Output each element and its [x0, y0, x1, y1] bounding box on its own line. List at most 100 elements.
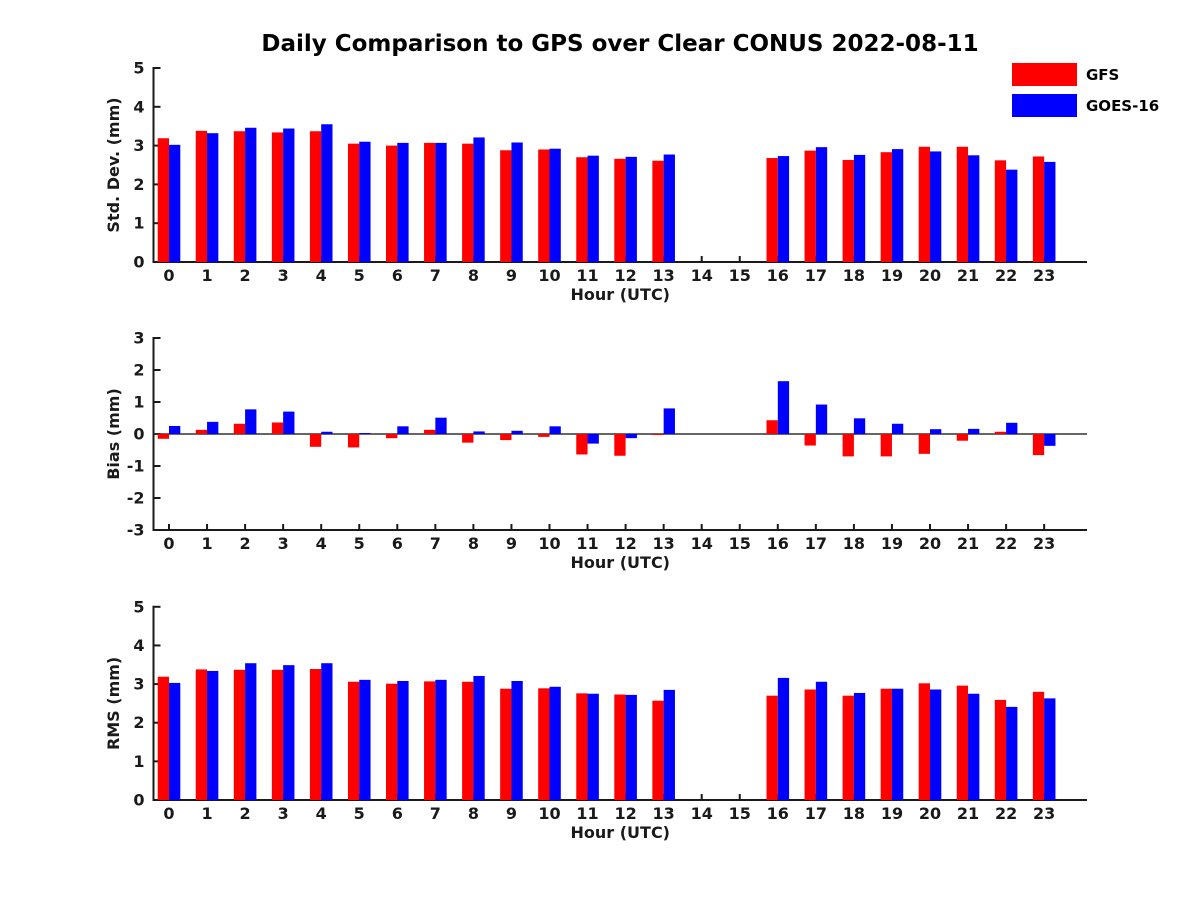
gfs-bar [233, 423, 246, 434]
gfs-bar [576, 434, 588, 455]
goes16-bar [777, 156, 790, 262]
x-tick-label: 22 [995, 534, 1017, 553]
y-tick-label: 2 [133, 713, 144, 732]
gfs-bar [424, 681, 436, 800]
x-tick-label: 2 [240, 266, 251, 285]
goes16-bar [283, 411, 295, 434]
gfs-bar [994, 699, 1007, 800]
x-tick-label: 18 [843, 534, 865, 553]
gfs-bar [157, 434, 169, 439]
legend-item-goes16: GOES-16 [1012, 94, 1197, 117]
x-tick-label: 19 [881, 534, 903, 553]
gfs-bar [157, 138, 169, 262]
x-tick-label: 17 [805, 804, 827, 823]
goes16-bar [777, 381, 790, 434]
gfs-bar [195, 130, 208, 262]
goes16-bar [777, 677, 790, 800]
legend: GFS GOES-16 [1012, 63, 1197, 125]
x-tick-label: 2 [240, 804, 251, 823]
gfs-bar [271, 422, 284, 434]
goes16-bar [321, 663, 333, 800]
x-axis-label: Hour (UTC) [570, 553, 670, 572]
gfs-bar [157, 676, 169, 800]
y-axis-label: RMS (mm) [104, 657, 123, 750]
x-tick-label: 3 [278, 266, 289, 285]
gfs-bar [424, 429, 436, 434]
goes16-bar [815, 147, 828, 262]
goes16-bar [815, 404, 828, 434]
goes16-bar [549, 426, 561, 434]
goes16-bar [245, 409, 257, 434]
x-tick-label: 1 [201, 534, 212, 553]
goes16-bar [968, 693, 980, 800]
gfs-bar [652, 160, 664, 262]
x-tick-label: 6 [392, 804, 403, 823]
goes16-bar [1044, 698, 1056, 800]
goes16-bar [625, 434, 637, 439]
goes16-bar [397, 142, 409, 262]
legend-label-goes16: GOES-16 [1086, 96, 1160, 115]
y-axis-label: Std. Dev. (mm) [104, 97, 123, 232]
x-tick-label: 10 [538, 804, 560, 823]
goes16-bar [207, 133, 219, 262]
goes16-bar [663, 154, 675, 262]
goes16-bar [359, 141, 371, 262]
goes16-bar [587, 155, 599, 262]
y-tick-label: 4 [133, 636, 144, 655]
gfs-bar [386, 145, 398, 262]
x-tick-label: 14 [691, 534, 713, 553]
y-tick-label: 5 [133, 597, 144, 616]
goes16-bar [283, 665, 295, 800]
x-tick-label: 20 [919, 804, 941, 823]
x-tick-label: 12 [614, 266, 636, 285]
goes16-bar [359, 679, 371, 800]
x-tick-label: 13 [653, 804, 675, 823]
x-tick-label: 3 [278, 804, 289, 823]
goes16-bar [321, 124, 333, 262]
y-axis-label: Bias (mm) [104, 388, 123, 480]
goes16-bar [245, 127, 257, 262]
gfs-bar [576, 157, 588, 262]
gfs-bar [614, 158, 626, 262]
gfs-bar [233, 131, 246, 262]
x-tick-label: 11 [576, 266, 598, 285]
x-tick-label: 10 [538, 266, 560, 285]
x-tick-label: 4 [316, 804, 327, 823]
goes16-bar [663, 689, 675, 800]
x-tick-label: 18 [843, 804, 865, 823]
goes16-bar [625, 156, 637, 262]
gfs-bar [309, 434, 322, 447]
gfs-bar [918, 683, 930, 800]
x-tick-label: 13 [653, 534, 675, 553]
x-tick-label: 0 [163, 534, 174, 553]
x-tick-label: 23 [1033, 534, 1055, 553]
y-tick-label: 3 [133, 675, 144, 694]
gfs-bar [347, 434, 360, 448]
x-tick-label: 8 [468, 266, 479, 285]
goes16-bar [511, 142, 523, 262]
x-tick-label: 17 [805, 266, 827, 285]
goes16-bar [968, 155, 980, 262]
goes16-color-swatch [1012, 94, 1077, 117]
x-tick-label: 17 [805, 534, 827, 553]
gfs-bar [956, 146, 969, 262]
gfs-bar [386, 683, 398, 800]
gfs-bar [576, 693, 588, 800]
gfs-bar [766, 158, 778, 262]
gfs-bar [538, 149, 550, 262]
legend-label-gfs: GFS [1086, 65, 1120, 84]
goes16-bar [169, 426, 181, 434]
x-tick-label: 21 [957, 266, 979, 285]
y-tick-label: -2 [127, 489, 145, 508]
gfs-bar [424, 142, 436, 262]
gfs-bar [271, 669, 284, 800]
x-tick-label: 16 [767, 266, 789, 285]
goes16-bar [587, 693, 599, 800]
y-tick-label: 1 [133, 393, 144, 412]
x-tick-label: 0 [163, 804, 174, 823]
gfs-bar [538, 434, 550, 437]
x-tick-label: 11 [576, 804, 598, 823]
gfs-bar [842, 159, 854, 262]
x-tick-label: 22 [995, 804, 1017, 823]
